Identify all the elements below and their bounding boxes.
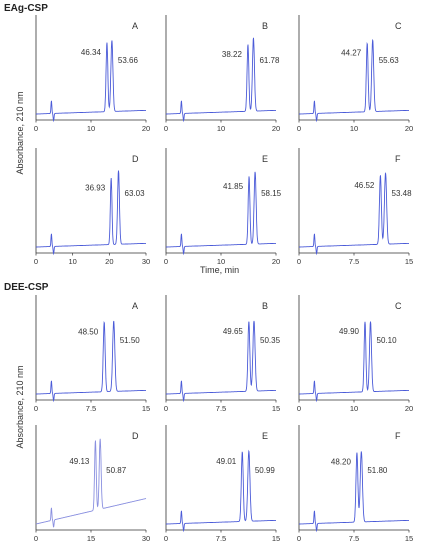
dee-a-peak1-label: 48.50 — [78, 327, 99, 336]
eag-d-tick-label: 0 — [34, 257, 38, 266]
eag-c-panel-letter: C — [395, 21, 402, 31]
dee-a-trace — [36, 320, 146, 403]
dee-e-tick-label: 0 — [164, 534, 168, 543]
eag-f-panel-letter: F — [395, 154, 401, 164]
eag-d-tick-label: 10 — [68, 257, 76, 266]
eag-e-peak2-label: 58.15 — [261, 189, 282, 198]
eag-f-trace — [299, 172, 409, 256]
dee-b-tick-label: 15 — [272, 404, 280, 413]
dee-e-panel-letter: E — [262, 431, 268, 441]
eag-d-tick-label: 30 — [142, 257, 150, 266]
eag-b-trace — [166, 37, 276, 123]
dee-f-peak2-label: 51.80 — [367, 466, 388, 475]
dee-d-tick-label: 30 — [142, 534, 150, 543]
dee-d-trace — [35, 438, 147, 528]
eag-b-peak1-label: 38.22 — [222, 50, 243, 59]
dee-e-peak2-label: 50.99 — [255, 466, 276, 475]
eag-e-panel-letter: E — [262, 154, 268, 164]
dee-b-tick-label: 7.5 — [216, 404, 226, 413]
dee-a-panel-letter: A — [132, 301, 138, 311]
eag-d-trace — [36, 170, 146, 256]
section-title-eag: EAg-CSP — [4, 3, 48, 14]
eag-f-tick-label: 0 — [297, 257, 301, 266]
eag-a-panel-letter: A — [132, 21, 138, 31]
eag-f-tick-label: 15 — [405, 257, 413, 266]
eag-d-peak2-label: 63.03 — [125, 189, 146, 198]
x-axis-label-eag: Time, min — [200, 265, 240, 275]
eag-a-tick-label: 10 — [87, 124, 95, 133]
dee-d-tick-label: 0 — [34, 534, 38, 543]
dee-c-tick-label: 0 — [297, 404, 301, 413]
dee-c-peak1-label: 49.90 — [339, 327, 360, 336]
eag-e-trace — [166, 171, 276, 256]
dee-f-tick-label: 7.5 — [349, 534, 359, 543]
dee-f-peak1-label: 48.20 — [331, 457, 352, 466]
eag-c-trace — [299, 38, 409, 123]
dee-c-panel-letter: C — [395, 301, 402, 311]
eag-d-panel-letter: D — [132, 154, 139, 164]
eag-b-tick-label: 0 — [164, 124, 168, 133]
dee-e-peak1-label: 49.01 — [216, 457, 237, 466]
eag-d-peak1-label: 36.93 — [85, 183, 106, 192]
dee-f-tick-label: 15 — [405, 534, 413, 543]
eag-f-peak2-label: 53.48 — [392, 189, 413, 198]
eag-b-tick-label: 10 — [217, 124, 225, 133]
dee-e-trace — [166, 449, 276, 533]
dee-c-tick-label: 10 — [350, 404, 358, 413]
eag-f-peak1-label: 46.52 — [354, 181, 375, 190]
dee-a-tick-label: 0 — [34, 404, 38, 413]
eag-d-tick-label: 20 — [105, 257, 113, 266]
dee-e-tick-label: 15 — [272, 534, 280, 543]
eag-e-peak1-label: 41.85 — [223, 182, 244, 191]
dee-f-tick-label: 0 — [297, 534, 301, 543]
dee-e-tick-label: 7.5 — [216, 534, 226, 543]
dee-a-tick-label: 15 — [142, 404, 150, 413]
dee-b-peak1-label: 49.65 — [223, 327, 244, 336]
eag-b-panel-letter: B — [262, 21, 268, 31]
eag-a-peak1-label: 46.34 — [81, 48, 102, 57]
dee-b-peak2-label: 50.35 — [260, 336, 281, 345]
eag-b-peak2-label: 61.78 — [259, 56, 280, 65]
eag-c-tick-label: 0 — [297, 124, 301, 133]
eag-c-tick-label: 20 — [405, 124, 413, 133]
dee-f-panel-letter: F — [395, 431, 401, 441]
dee-c-tick-label: 20 — [405, 404, 413, 413]
eag-f-tick-label: 7.5 — [349, 257, 359, 266]
eag-a-peak2-label: 53.66 — [118, 56, 139, 65]
eag-e-tick-label: 20 — [272, 257, 280, 266]
eag-e-tick-label: 0 — [164, 257, 168, 266]
dee-c-trace — [299, 321, 409, 403]
eag-a-tick-label: 0 — [34, 124, 38, 133]
dee-d-tick-label: 15 — [87, 534, 95, 543]
dee-b-panel-letter: B — [262, 301, 268, 311]
eag-c-tick-label: 10 — [350, 124, 358, 133]
dee-b-trace — [166, 320, 276, 403]
eag-b-tick-label: 20 — [272, 124, 280, 133]
eag-c-peak1-label: 44.27 — [341, 48, 362, 57]
dee-a-peak2-label: 51.50 — [120, 336, 141, 345]
dee-c-peak2-label: 50.10 — [377, 336, 398, 345]
section-title-dee: DEE-CSP — [4, 282, 49, 293]
dee-b-tick-label: 0 — [164, 404, 168, 413]
eag-a-trace — [36, 40, 146, 123]
dee-d-peak2-label: 50.87 — [106, 466, 127, 475]
dee-d-panel-letter: D — [132, 431, 139, 441]
eag-e-tick-label: 10 — [217, 257, 225, 266]
dee-d-peak1-label: 49.13 — [69, 457, 90, 466]
eag-c-peak2-label: 55.63 — [379, 56, 400, 65]
eag-a-tick-label: 20 — [142, 124, 150, 133]
dee-f-trace — [299, 451, 409, 533]
dee-a-tick-label: 7.5 — [86, 404, 96, 413]
